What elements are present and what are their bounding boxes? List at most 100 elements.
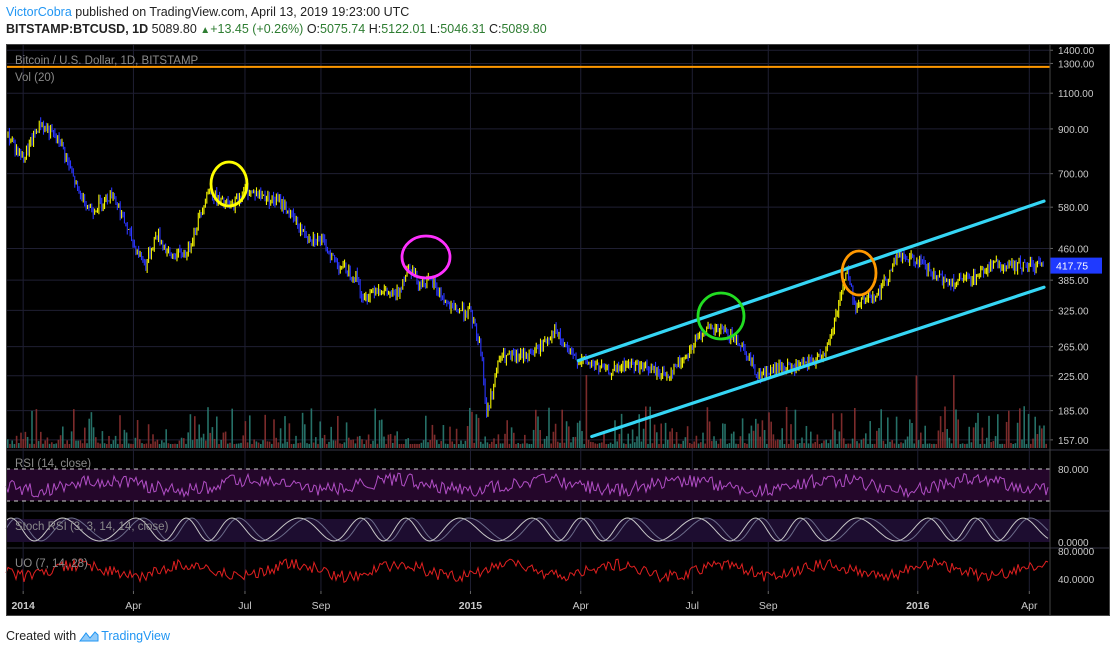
volume-bar bbox=[684, 437, 687, 448]
volume-bar bbox=[121, 443, 123, 448]
volume-bar bbox=[257, 442, 260, 448]
close-value: 5089.80 bbox=[501, 22, 547, 36]
volume-bar bbox=[856, 441, 858, 448]
volume-bar bbox=[92, 427, 95, 448]
volume-bar bbox=[24, 431, 27, 448]
publish-line: VictorCobra published on TradingView.com… bbox=[6, 5, 409, 19]
volume-bar bbox=[645, 406, 647, 448]
channel-lower-line bbox=[590, 285, 1046, 439]
volume-bar bbox=[246, 442, 249, 448]
volume-bar bbox=[323, 434, 326, 448]
volume-bar bbox=[372, 440, 374, 448]
time-tick-label: Apr bbox=[125, 600, 142, 612]
volume-bar bbox=[871, 443, 874, 448]
tradingview-link[interactable]: TradingView bbox=[101, 629, 170, 643]
volume-bar bbox=[570, 442, 572, 448]
volume-bar bbox=[867, 443, 869, 448]
volume-bar bbox=[315, 437, 317, 448]
volume-bar bbox=[158, 443, 161, 448]
volume-bar bbox=[125, 432, 128, 448]
volume-pane-title: Vol (20) bbox=[15, 72, 55, 84]
volume-bar bbox=[640, 441, 643, 448]
volume-bar bbox=[134, 437, 137, 448]
volume-bar bbox=[719, 438, 722, 448]
volume-bar bbox=[262, 440, 264, 448]
volume-bar bbox=[515, 443, 517, 448]
volume-bar bbox=[909, 419, 911, 448]
volume-bar bbox=[178, 440, 181, 448]
volume-bar bbox=[744, 443, 746, 448]
volume-bar bbox=[510, 427, 513, 448]
price-tick-label: 265.00 bbox=[1058, 343, 1089, 354]
volume-bar bbox=[200, 437, 203, 448]
volume-bar bbox=[840, 413, 843, 448]
stoch-band bbox=[6, 519, 1050, 542]
volume-bar bbox=[955, 409, 957, 448]
volume-bar bbox=[431, 424, 434, 448]
volume-bar bbox=[739, 436, 742, 448]
volume-bar bbox=[508, 443, 511, 448]
volume-bar bbox=[730, 433, 733, 448]
volume-bar bbox=[101, 431, 104, 448]
volume-bar bbox=[37, 441, 40, 448]
volume-bar bbox=[455, 428, 458, 448]
volume-bar bbox=[794, 409, 797, 448]
volume-bar bbox=[999, 443, 1001, 448]
volume-bar bbox=[304, 424, 306, 448]
volume-bar bbox=[781, 428, 783, 448]
volume-bar bbox=[75, 440, 77, 448]
volume-bar bbox=[64, 443, 66, 448]
volume-bar bbox=[939, 416, 942, 448]
volume-bar bbox=[889, 441, 891, 448]
volume-bar bbox=[275, 437, 277, 448]
volume-bar bbox=[988, 415, 990, 448]
volume-bar bbox=[367, 434, 370, 448]
volume-bar bbox=[359, 435, 361, 448]
volume-bar bbox=[748, 433, 750, 448]
volume-bar bbox=[821, 443, 823, 448]
volume-bar bbox=[57, 439, 60, 448]
author-link[interactable]: VictorCobra bbox=[6, 5, 72, 19]
volume-bar bbox=[700, 442, 702, 448]
volume-bar bbox=[48, 443, 51, 448]
time-tick-label: Apr bbox=[1021, 600, 1038, 612]
stoch-tick-label: 0.0000 bbox=[1058, 538, 1089, 549]
volume-bar bbox=[968, 426, 970, 448]
volume-bar bbox=[882, 440, 885, 448]
volume-bar bbox=[1041, 428, 1043, 448]
volume-bar bbox=[416, 443, 418, 448]
ohlc-line: BITSTAMP:BTCUSD, 1D 5089.80 ▲+13.45 (+0.… bbox=[6, 22, 547, 36]
volume-bar bbox=[403, 443, 405, 448]
volume-bar bbox=[418, 443, 420, 448]
volume-bar bbox=[117, 443, 119, 448]
volume-bar bbox=[906, 436, 909, 448]
open-label: O: bbox=[306, 22, 321, 36]
volume-bar bbox=[99, 443, 101, 448]
volume-bar bbox=[759, 436, 761, 448]
volume-bar bbox=[792, 439, 794, 448]
volume-bar bbox=[282, 443, 284, 448]
volume-bar bbox=[240, 442, 242, 448]
volume-bar bbox=[953, 375, 955, 448]
volume-bar bbox=[1014, 443, 1017, 448]
volume-bar bbox=[541, 443, 544, 448]
volume-bar bbox=[84, 427, 86, 448]
volume-bar bbox=[832, 413, 834, 448]
volume-bar bbox=[35, 409, 38, 448]
volume-bar bbox=[931, 443, 933, 448]
high-label: H: bbox=[368, 22, 382, 36]
volume-bar bbox=[711, 441, 713, 448]
volume-bar bbox=[400, 443, 403, 448]
volume-bar bbox=[788, 443, 790, 448]
volume-bar bbox=[227, 443, 229, 448]
volume-bar bbox=[658, 443, 660, 448]
volume-bar bbox=[167, 443, 170, 448]
volume-bar bbox=[139, 439, 141, 448]
volume-bar bbox=[13, 443, 16, 448]
volume-bar bbox=[966, 443, 968, 448]
volume-bar bbox=[653, 424, 656, 448]
tradingview-logo-icon bbox=[79, 631, 99, 642]
price-tick-label: 460.00 bbox=[1058, 244, 1089, 255]
volume-bar bbox=[997, 414, 999, 448]
